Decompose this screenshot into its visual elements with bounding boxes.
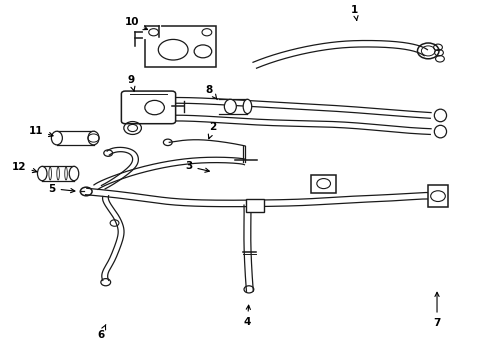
Text: 8: 8: [206, 85, 217, 100]
Text: 2: 2: [208, 122, 217, 139]
Text: 10: 10: [124, 17, 147, 30]
Ellipse shape: [69, 166, 79, 181]
FancyBboxPatch shape: [122, 91, 175, 124]
FancyBboxPatch shape: [428, 185, 448, 207]
Text: 7: 7: [433, 292, 441, 328]
Ellipse shape: [65, 167, 67, 180]
Ellipse shape: [51, 131, 62, 145]
Ellipse shape: [434, 109, 446, 122]
Text: 12: 12: [12, 162, 37, 172]
Ellipse shape: [49, 167, 51, 180]
Ellipse shape: [57, 167, 59, 180]
Text: 3: 3: [185, 161, 209, 172]
Text: 1: 1: [351, 5, 359, 21]
Text: 5: 5: [49, 184, 75, 194]
Ellipse shape: [224, 99, 236, 114]
FancyBboxPatch shape: [145, 26, 216, 67]
Ellipse shape: [88, 131, 99, 145]
FancyBboxPatch shape: [311, 175, 336, 193]
Text: 6: 6: [97, 325, 106, 340]
Ellipse shape: [434, 125, 446, 138]
Text: 9: 9: [127, 75, 135, 91]
Text: 11: 11: [28, 126, 53, 136]
Text: 4: 4: [244, 305, 251, 327]
Ellipse shape: [37, 166, 47, 181]
Ellipse shape: [158, 39, 188, 60]
Ellipse shape: [243, 99, 252, 114]
FancyBboxPatch shape: [246, 199, 264, 212]
